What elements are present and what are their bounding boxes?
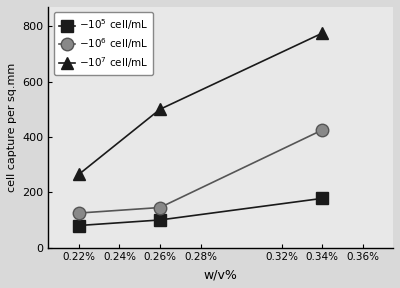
$-10^6$ cell/mL xyxy=(158,206,162,209)
$-10^6$ cell/mL xyxy=(320,128,324,132)
Line: $-10^5$ cell/mL: $-10^5$ cell/mL xyxy=(73,193,328,231)
Line: $-10^6$ cell/mL: $-10^6$ cell/mL xyxy=(73,124,328,219)
$-10^5$ cell/mL xyxy=(76,224,81,227)
X-axis label: w/v%: w/v% xyxy=(204,268,238,281)
Line: $-10^7$ cell/mL: $-10^7$ cell/mL xyxy=(73,27,328,181)
$-10^5$ cell/mL xyxy=(320,197,324,200)
Y-axis label: cell capture per sq.mm: cell capture per sq.mm xyxy=(7,63,17,192)
$-10^7$ cell/mL xyxy=(158,108,162,111)
Legend: $-10^5$ cell/mL, $-10^6$ cell/mL, $-10^7$ cell/mL: $-10^5$ cell/mL, $-10^6$ cell/mL, $-10^7… xyxy=(54,12,153,75)
$-10^7$ cell/mL xyxy=(76,173,81,176)
$-10^6$ cell/mL xyxy=(76,211,81,215)
$-10^5$ cell/mL xyxy=(158,218,162,222)
$-10^7$ cell/mL xyxy=(320,31,324,35)
